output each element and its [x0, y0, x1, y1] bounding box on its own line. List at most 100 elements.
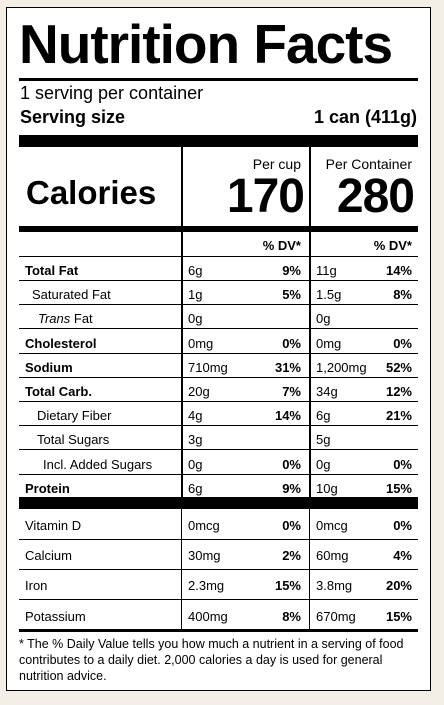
- calories-label: Calories: [26, 174, 157, 211]
- nutrient-amount-container: 5g: [316, 432, 331, 448]
- nutrient-name-rest: Fat: [70, 311, 93, 327]
- row-rule: [19, 569, 418, 571]
- nutrient-dv-container: 0%: [393, 335, 412, 351]
- nutrient-name: Saturated Fat: [32, 287, 111, 303]
- row-rule: [19, 425, 418, 427]
- row-rule: [19, 539, 418, 540]
- row-rule: [19, 473, 418, 475]
- dv-header-cup: % DV*: [262, 238, 301, 253]
- nutrient-amount-cup: 0g: [188, 456, 203, 472]
- dv-header-container: % DV*: [373, 238, 412, 253]
- nutrient-name: Total Carb.: [25, 384, 92, 399]
- nutrient-dv-container: 12%: [385, 384, 412, 399]
- column-divider-1: [181, 569, 182, 600]
- nutrient-amount-cup: 710mg: [188, 359, 228, 375]
- nutrient-dv-cup: 9%: [282, 480, 301, 496]
- footnote-rule: [19, 629, 418, 632]
- nutrient-amount-cup: 6g: [188, 263, 203, 278]
- row-rule: [19, 449, 418, 451]
- vitamin-dv-cup: 15%: [274, 578, 301, 594]
- vitamin-name: Calcium: [25, 548, 72, 564]
- row-rule: [19, 352, 418, 354]
- nutrition-label: Nutrition Facts 1 serving per container …: [6, 7, 431, 691]
- serving-thick-rule: [19, 135, 418, 147]
- row-rule: [19, 304, 418, 306]
- nutrient-amount-cup: 0g: [188, 311, 203, 327]
- column-divider-1: [181, 509, 182, 539]
- nutrient-dv-container: 0%: [393, 456, 412, 472]
- nutrient-name: Protein: [25, 480, 70, 496]
- vitamin-dv-cup: 8%: [282, 608, 301, 624]
- vitamin-name: Potassium: [25, 608, 86, 624]
- column-divider-1: [181, 539, 182, 570]
- nutrient-amount-cup: 20g: [188, 384, 210, 399]
- serving-size-value: 1 can (411g): [313, 107, 417, 127]
- nutrient-name-italic: Trans: [38, 311, 71, 327]
- vitamins-thick-rule: [19, 497, 418, 509]
- per-cup-header: Per cup: [252, 156, 301, 172]
- nutrient-dv-cup: 7%: [282, 384, 301, 399]
- vitamin-dv-cup: 0%: [282, 518, 301, 533]
- nutrient-amount-container: 0mg: [316, 335, 342, 351]
- nutrient-name: Trans Fat: [38, 311, 93, 326]
- vitamin-amount-container: 670mg: [316, 608, 356, 624]
- nutrient-amount-container: 11g: [316, 263, 337, 278]
- nutrient-amount-container: 0g: [316, 311, 331, 327]
- column-divider-2: [309, 599, 310, 630]
- vitamin-name: Iron: [25, 578, 48, 594]
- calories-per-cup: 170: [226, 170, 305, 223]
- nutrient-dv-cup: 9%: [282, 263, 301, 278]
- nutrient-dv-container: 14%: [385, 263, 412, 278]
- column-divider-1: [181, 599, 182, 630]
- row-rule: [19, 401, 418, 402]
- serving-size-label: Serving size: [20, 107, 126, 127]
- vitamin-amount-container: 3.8mg: [316, 578, 353, 594]
- nutrient-amount-container: 0g: [316, 456, 331, 472]
- vitamin-amount-cup: 0mcg: [188, 518, 220, 533]
- nutrient-amount-container: 34g: [316, 384, 338, 399]
- vitamin-amount-cup: 2.3mg: [188, 578, 225, 594]
- nutrient-dv-container: 15%: [385, 480, 412, 496]
- nutrient-name: Cholesterol: [25, 335, 97, 351]
- nutrient-dv-cup: 14%: [274, 408, 301, 424]
- nutrient-dv-container: 8%: [393, 287, 412, 303]
- row-rule: [19, 280, 418, 281]
- nutrient-dv-cup: 5%: [282, 287, 301, 303]
- nutrient-name: Total Sugars: [37, 432, 110, 448]
- nutrient-amount-container: 6g: [316, 408, 331, 424]
- column-divider-2: [309, 539, 310, 570]
- vitamin-amount-cup: 30mg: [188, 548, 221, 564]
- nutrient-dv-cup: 0%: [282, 456, 301, 472]
- nutrient-amount-cup: 4g: [188, 408, 203, 424]
- calories-thick-rule: [19, 226, 418, 232]
- nutrient-dv-container: 21%: [385, 408, 412, 424]
- nutrient-name: Sodium: [25, 359, 73, 375]
- nutrient-dv-container: 52%: [385, 359, 412, 375]
- nutrient-dv-cup: 0%: [282, 335, 301, 351]
- vitamin-amount-container: 0mcg: [316, 518, 348, 533]
- nutrient-name: Total Fat: [25, 263, 79, 278]
- label-title: Nutrition Facts: [19, 13, 393, 75]
- row-rule: [19, 328, 418, 330]
- title-rule: [19, 78, 418, 81]
- nutrient-amount-container: 1.5g: [316, 287, 342, 303]
- column-divider-2: [309, 509, 310, 539]
- vitamin-amount-container: 60mg: [316, 548, 349, 564]
- servings-per-container: 1 serving per container: [20, 83, 204, 103]
- vitamin-dv-container: 20%: [385, 578, 412, 594]
- vitamin-dv-cup: 2%: [282, 548, 301, 564]
- nutrient-amount-container: 10g: [316, 480, 338, 496]
- nutrient-amount-cup: 1g: [188, 287, 203, 303]
- per-container-header: Per Container: [325, 156, 412, 172]
- column-divider-1: [181, 147, 183, 497]
- nutrient-name: Incl. Added Sugars: [43, 456, 153, 472]
- nutrient-amount-cup: 3g: [188, 432, 203, 448]
- nutrient-amount-cup: 0mg: [188, 335, 214, 351]
- calories-per-container: 280: [336, 170, 415, 223]
- column-divider-2: [309, 147, 311, 497]
- vitamin-dv-container: 15%: [385, 608, 412, 624]
- row-rule: [19, 256, 418, 257]
- row-rule: [19, 376, 418, 378]
- nutrient-name: Dietary Fiber: [37, 408, 112, 424]
- vitamin-dv-container: 0%: [393, 518, 412, 533]
